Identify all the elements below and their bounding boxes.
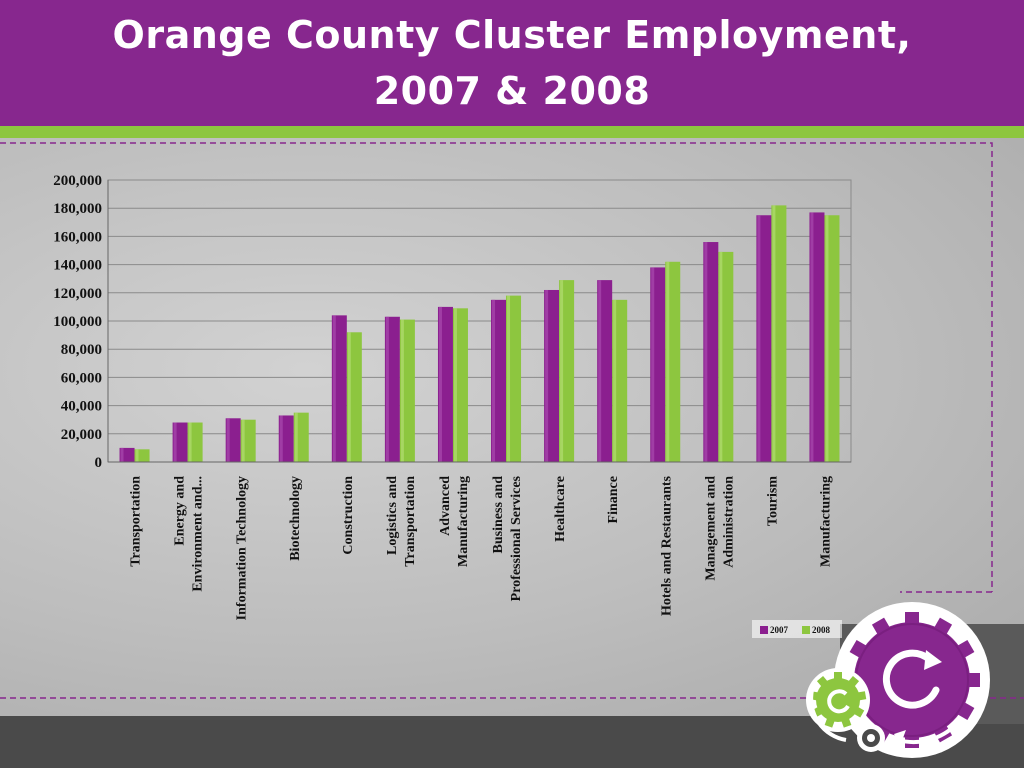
x-tick-label: Healthcare xyxy=(553,476,568,542)
legend-label-2008: 2008 xyxy=(812,625,831,635)
y-tick-label: 0 xyxy=(95,455,103,471)
bar-highlight xyxy=(347,332,351,462)
gear-icon xyxy=(857,724,885,752)
bar-highlight xyxy=(453,308,457,462)
y-tick-label: 100,000 xyxy=(53,314,102,330)
x-tick-label-line: Transportation xyxy=(129,476,144,567)
y-tick-label: 140,000 xyxy=(53,258,102,274)
x-tick-label: Finance xyxy=(606,476,621,523)
bar-highlight xyxy=(507,295,511,462)
bars xyxy=(119,205,840,462)
slide-title-line-2: 2007 & 2008 xyxy=(373,69,651,113)
green-accent-band xyxy=(0,126,1024,138)
y-tick-label: 160,000 xyxy=(53,229,102,245)
slide-title-line-1: Orange County Cluster Employment, xyxy=(112,13,912,57)
x-tick-label-line: Tourism xyxy=(765,476,780,526)
x-tick-label-line: Finance xyxy=(606,476,621,523)
x-tick-label: Construction xyxy=(341,476,356,555)
legend-label-2007: 2007 xyxy=(770,625,789,635)
y-tick-label: 20,000 xyxy=(61,427,102,443)
x-tick-label-line: Logistics and xyxy=(385,476,400,555)
y-axis-tick-labels: 0 20,000 40,000 60,000 80,000 100,000 120,000 1… xyxy=(53,173,102,471)
bar-highlight xyxy=(719,251,723,462)
bar-highlight xyxy=(385,316,389,462)
x-tick-label-line: Transportation xyxy=(403,476,418,567)
legend: 2007 2008 xyxy=(752,620,842,638)
x-tick-label-line: Professional Services xyxy=(509,475,524,601)
gridlines xyxy=(108,179,851,435)
x-tick-label: Biotechnology xyxy=(288,476,303,561)
legend-swatch-2008 xyxy=(802,626,810,634)
x-tick-label-line: Advanced xyxy=(438,476,453,536)
bar-highlight xyxy=(772,205,776,462)
bar-highlight xyxy=(241,419,245,462)
y-tick-label: 40,000 xyxy=(61,399,102,415)
refresh-icon xyxy=(882,649,942,709)
bar-highlight xyxy=(810,212,814,462)
bar-highlight xyxy=(120,447,124,462)
x-tick-label-line: Manufacturing xyxy=(818,476,833,567)
x-tick-label-line: Manufacturing xyxy=(456,476,471,567)
x-tick-label-line: Environment and... xyxy=(191,476,206,592)
x-tick-label: Management and Administration xyxy=(703,476,736,581)
bar-highlight xyxy=(825,215,829,462)
title-bar: Orange County Cluster Employment, 2007 &… xyxy=(0,0,1024,126)
x-tick-label-line: Hotels and Restaurants xyxy=(659,475,674,616)
x-tick-label-line: Business and xyxy=(491,476,506,554)
bar-highlight xyxy=(226,418,230,462)
x-tick-label-line: Information Technology xyxy=(235,476,250,620)
x-tick-label-line: Administration xyxy=(721,476,736,568)
bar-highlight xyxy=(560,280,564,462)
x-axis-category-labels: Transportation Energy and Environment and.… xyxy=(129,475,834,620)
x-tick-label: Tourism xyxy=(765,476,780,526)
x-tick-label: Manufacturing xyxy=(818,476,833,567)
bar-highlight xyxy=(666,261,670,462)
x-tick-label: Advanced Manufacturing xyxy=(438,476,471,567)
bar-highlight xyxy=(651,267,655,462)
bar-highlight xyxy=(492,299,496,462)
y-tick-label: 180,000 xyxy=(53,201,102,217)
bar-highlight xyxy=(188,422,192,462)
bar-highlight xyxy=(400,319,404,462)
x-tick-label: Information Technology xyxy=(235,476,250,620)
y-tick-label: 120,000 xyxy=(53,286,102,302)
bar-highlight xyxy=(294,412,298,462)
x-tick-label-line: Construction xyxy=(341,476,356,555)
x-tick-label: Business and Professional Services xyxy=(491,475,524,601)
bar-highlight xyxy=(173,422,177,462)
x-tick-label: Hotels and Restaurants xyxy=(659,475,674,616)
x-tick-label: Energy and Environment and... xyxy=(173,476,206,592)
y-tick-label: 200,000 xyxy=(53,173,102,189)
y-tick-label: 60,000 xyxy=(61,370,102,386)
bar-highlight xyxy=(135,449,139,462)
x-tick-label-line: Biotechnology xyxy=(288,476,303,561)
legend-box xyxy=(752,620,842,638)
bar-highlight xyxy=(438,306,442,462)
bar-highlight xyxy=(545,289,549,462)
bar-highlight xyxy=(332,315,336,462)
x-tick-label: Transportation xyxy=(129,476,144,567)
x-tick-label-line: Energy and xyxy=(173,476,188,546)
dashed-frame-top-right xyxy=(0,142,993,592)
x-tick-label-line: Management and xyxy=(703,476,718,581)
bar-highlight xyxy=(613,299,617,462)
bar-highlight xyxy=(598,280,602,462)
bar-highlight xyxy=(704,242,708,462)
bar-highlight xyxy=(757,215,761,462)
x-tick-label-line: Healthcare xyxy=(553,476,568,542)
legend-swatch-2007 xyxy=(760,626,768,634)
x-tick-label: Logistics and Transportation xyxy=(385,476,418,567)
bar-highlight xyxy=(279,415,283,462)
y-tick-label: 80,000 xyxy=(61,342,102,358)
